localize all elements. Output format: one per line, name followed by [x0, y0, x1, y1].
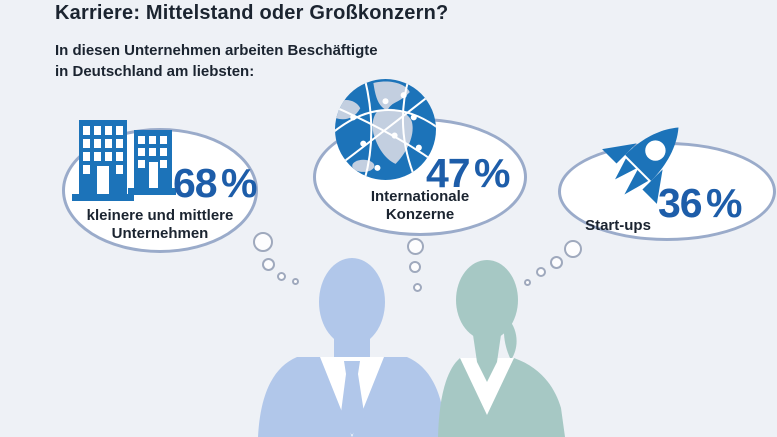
bubble-label-startups-line1: Start-ups: [585, 217, 651, 234]
percent-value-startups: 36 %: [658, 180, 742, 226]
bubble-label-international: Internationale Konzerne: [315, 188, 525, 224]
thought-dot: [564, 240, 582, 258]
bubble-label-sme-line2: Unternehmen: [111, 225, 209, 242]
bubble-label-international-line1: Internationale: [370, 188, 470, 205]
thought-dot: [550, 256, 563, 269]
subtitle-line-1: In diesen Unternehmen arbeiten Beschäfti…: [55, 42, 378, 59]
globe-icon: [333, 77, 438, 182]
bubble-label-international-line2: Konzerne: [385, 206, 455, 223]
percent-value-international: 47 %: [426, 150, 510, 196]
thought-dot: [536, 267, 546, 277]
percent-value-sme: 68 %: [173, 160, 257, 206]
thought-dot: [409, 261, 421, 273]
rocket-icon: [588, 112, 694, 218]
page-subtitle: In diesen Unternehmen arbeiten Beschäfti…: [55, 40, 378, 82]
thought-dot: [292, 278, 299, 285]
bubble-label-startups: Start-ups: [568, 217, 668, 235]
buildings-icon: [72, 114, 176, 202]
bubble-label-sme: kleinere und mittlere Unternehmen: [62, 207, 258, 243]
thought-dot: [524, 279, 531, 286]
thought-dot: [413, 283, 422, 292]
page-title: Karriere: Mittelstand oder Großkonzern?: [55, 2, 449, 24]
thought-dot: [407, 238, 424, 255]
bubble-label-sme-line1: kleinere und mittlere: [86, 207, 234, 224]
thought-dot: [262, 258, 275, 271]
thought-dot: [253, 232, 273, 252]
man-silhouette: [258, 258, 446, 437]
thought-dot: [277, 272, 286, 281]
woman-silhouette: [438, 260, 565, 437]
subtitle-line-2: in Deutschland am liebsten:: [55, 63, 255, 80]
